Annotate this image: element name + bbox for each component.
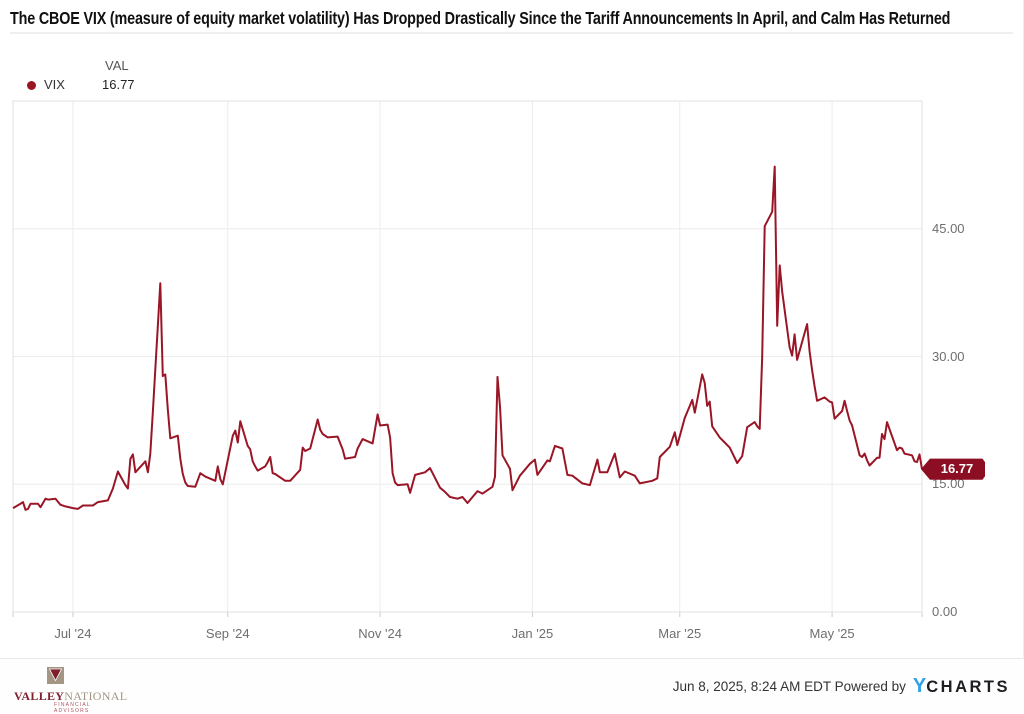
timestamp-text: Jun 8, 2025, 8:24 AM EDT Powered by [672,678,906,694]
ycharts-logo[interactable]: Y CHARTS [913,675,1010,698]
y-tick-label: 15.00 [932,476,965,492]
legend-current-value: 16.77 [102,77,135,92]
y-tick-label: 30.00 [932,348,965,364]
logo-text-national: NATIONAL [64,689,128,703]
ycharts-wordmark: CHARTS [926,677,1010,696]
title-divider [10,32,1013,34]
logo-text-valley: VALLEY [14,689,65,703]
valley-national-mark-icon [47,667,64,684]
x-tick-label: Jul '24 [54,626,92,641]
legend-series-label: VIX [44,77,65,92]
footer-divider [0,658,1023,659]
y-tick-label: 45.00 [932,220,965,236]
x-tick-label: Mar '25 [658,626,702,641]
page-title: The CBOE VIX (measure of equity market v… [10,8,951,28]
y-tick-label: 0.00 [932,604,958,619]
x-tick-label: Sep '24 [205,626,250,641]
logo-subtext: FINANCIAL ADVISORS [54,702,91,714]
x-tick-label: May '25 [809,626,855,641]
footer: VALLEYNATIONAL FINANCIAL ADVISORS Jun 8,… [0,659,1024,714]
series-color-dot-icon [27,81,36,90]
vix-series-line [12,165,923,511]
valley-national-logo: VALLEYNATIONAL FINANCIAL ADVISORS [14,665,127,714]
ycharts-y-mark: Y [912,674,927,697]
x-tick-label: Nov '24 [358,626,402,641]
valley-national-wordmark: VALLEYNATIONAL [14,689,127,704]
last-value-badge: 16.77 [921,458,985,480]
legend-value-header: VAL [105,58,129,73]
x-tick-label: Jan '25 [511,626,554,641]
